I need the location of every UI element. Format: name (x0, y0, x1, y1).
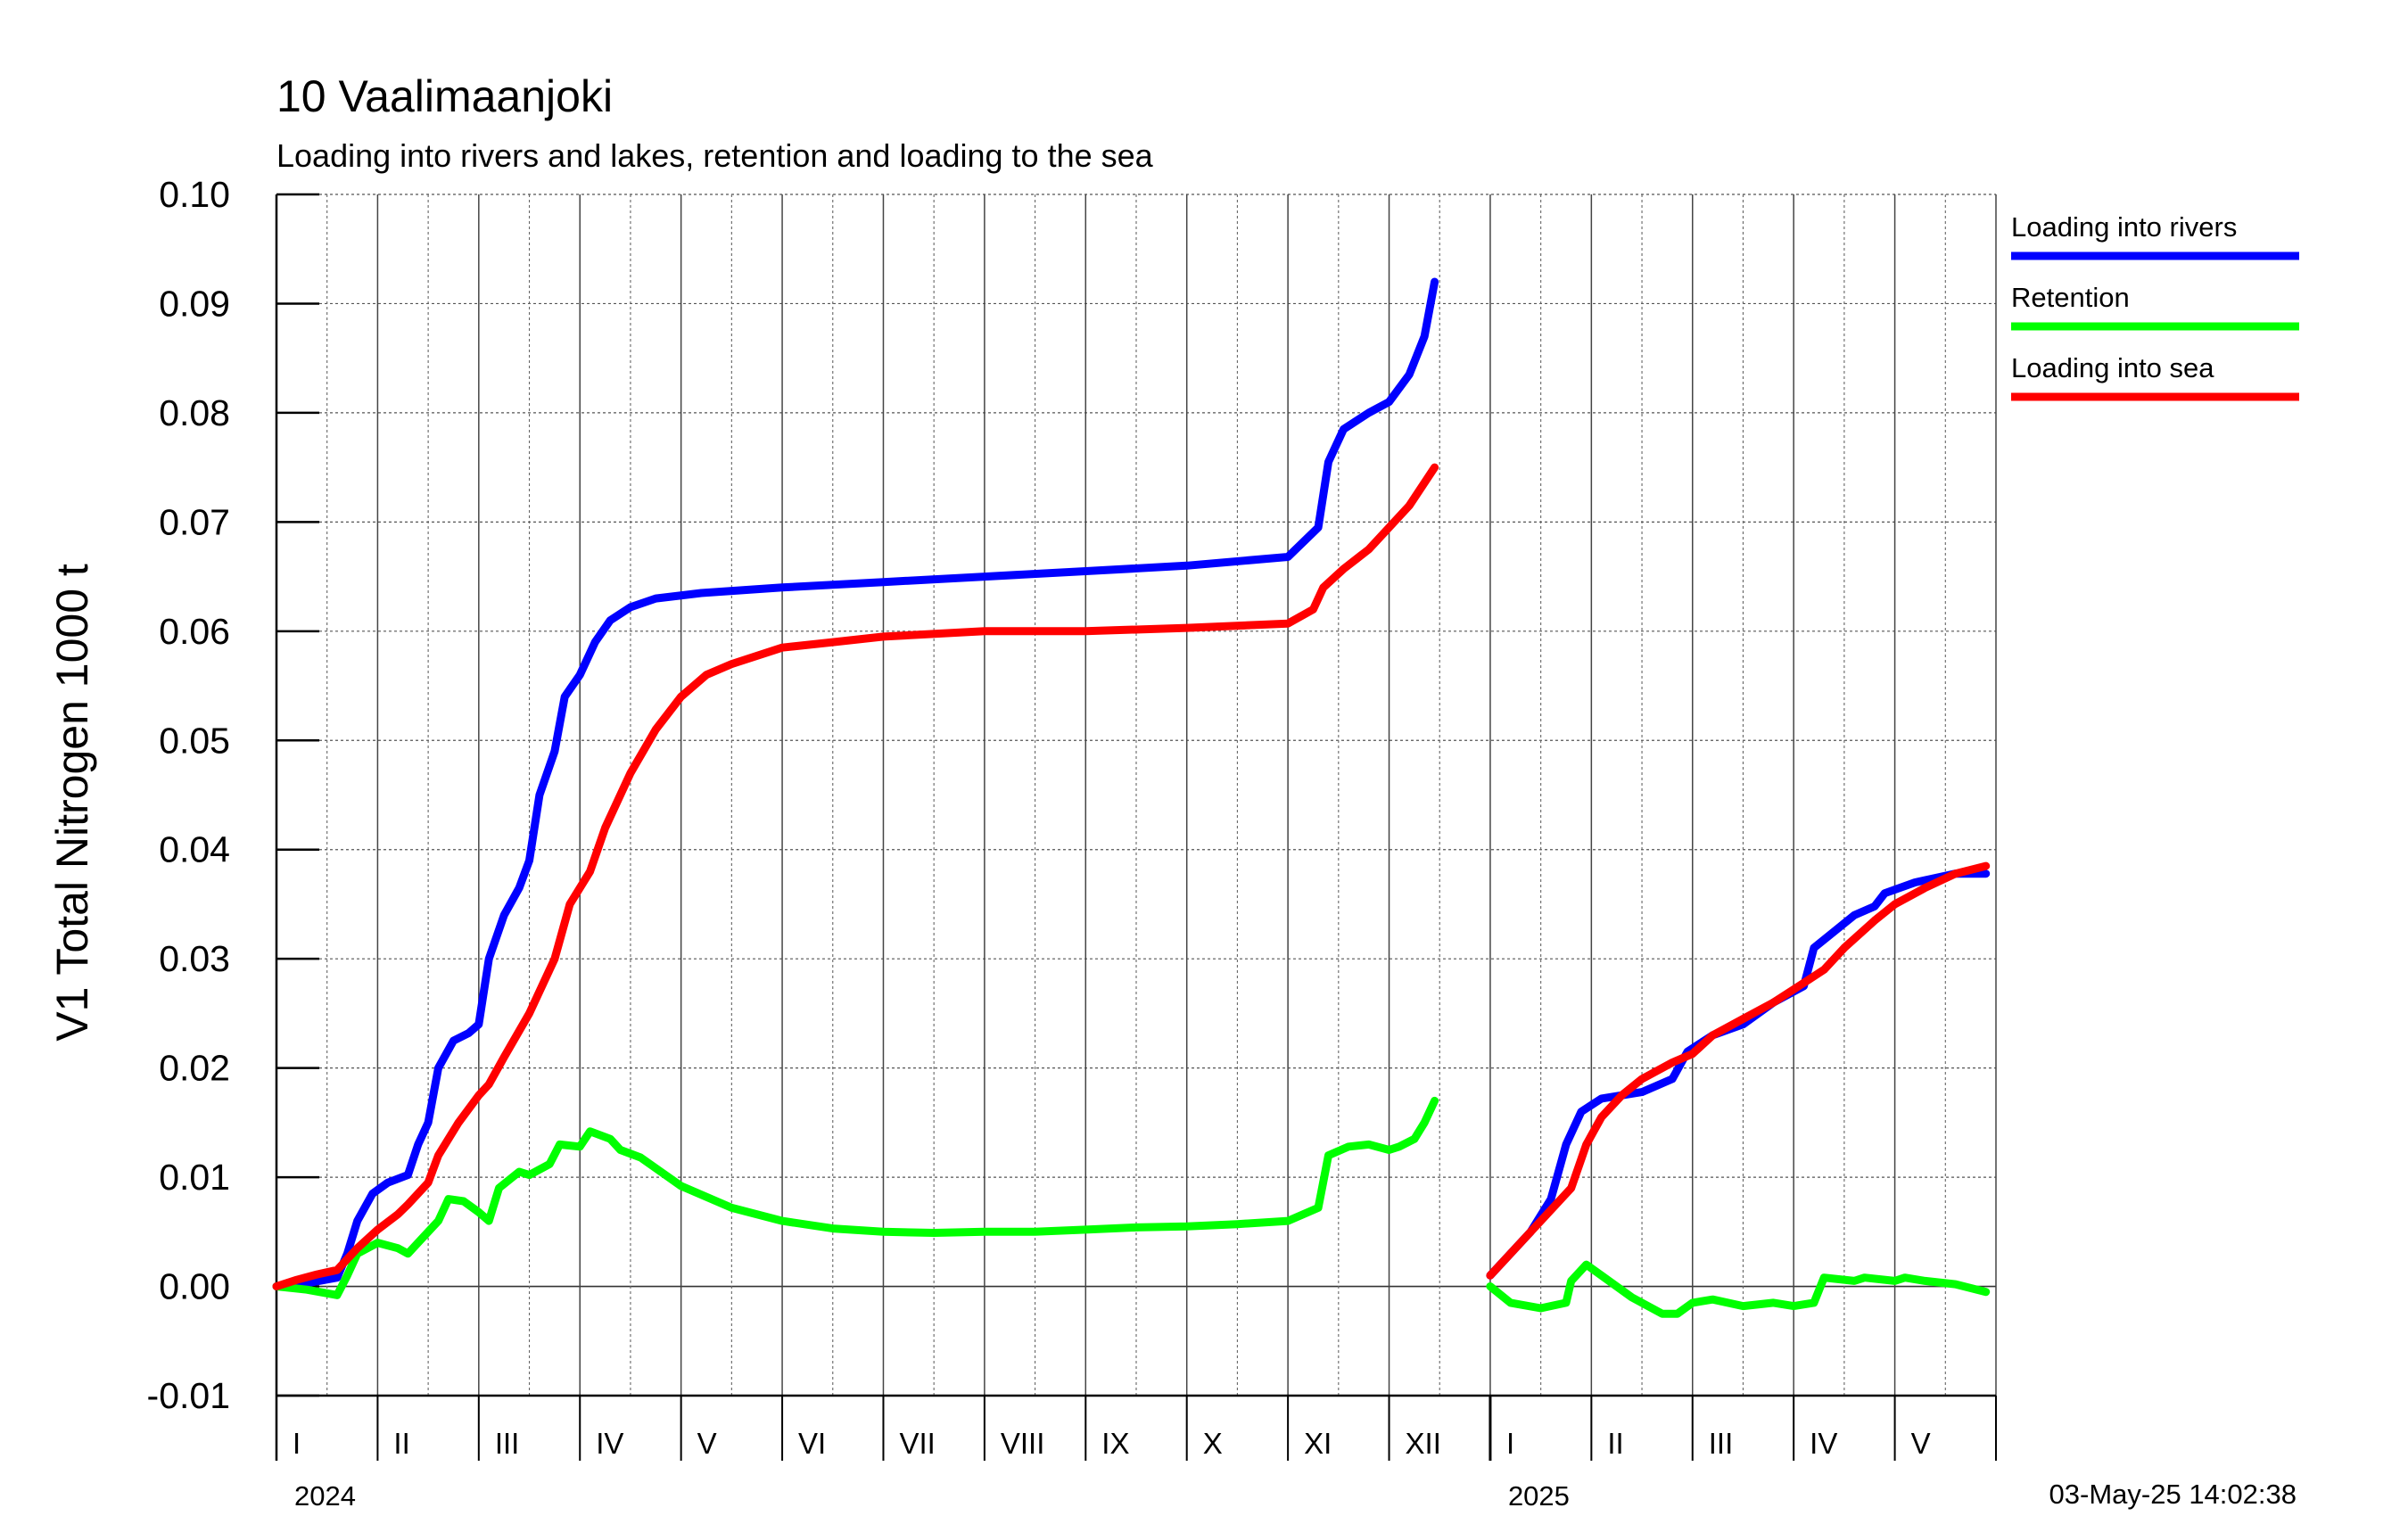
timestamp: 03-May-25 14:02:38 (2049, 1479, 2297, 1510)
month-label: XII (1406, 1427, 1441, 1460)
month-label: XI (1304, 1427, 1332, 1460)
series-line-2 (272, 463, 1439, 1290)
year-label: 2025 (1508, 1480, 1570, 1512)
month-label: VI (798, 1427, 826, 1460)
month-label: II (1607, 1427, 1623, 1460)
month-label: III (1709, 1427, 1734, 1460)
year-label: 2024 (294, 1480, 356, 1512)
legend: Loading into rivers Retention Loading into… (2011, 211, 2299, 401)
y-tick-label: 0.04 (159, 829, 230, 870)
labels: 10 Vaalimaanjoki Loading into rivers and… (47, 71, 2297, 1510)
series-line-1 (1486, 1260, 1991, 1318)
y-tick-label: 0.01 (159, 1157, 230, 1198)
y-tick-label: 0.06 (159, 611, 230, 652)
month-label: III (495, 1427, 520, 1460)
y-tick-label: 0.02 (159, 1048, 230, 1089)
series-line-1 (272, 1096, 1439, 1299)
month-label: II (393, 1427, 409, 1460)
month-label: I (1506, 1427, 1514, 1460)
y-tick-label: 0.10 (159, 174, 230, 215)
series-line-0 (1486, 869, 1991, 1280)
month-label: VII (899, 1427, 935, 1460)
month-label: I (293, 1427, 301, 1460)
series-layer (272, 277, 1991, 1318)
month-label: V (697, 1427, 717, 1460)
chart-title: 10 Vaalimaanjoki (276, 71, 613, 121)
axes: 0.10 0.09 0.08 0.07 0.06 0.05 0.04 0.03 0.02 0.01… (147, 174, 1997, 1512)
y-tick-label: 0.08 (159, 392, 230, 433)
y-tick-label: 0.09 (159, 283, 230, 324)
series-line-0 (272, 277, 1439, 1290)
series-line-2 (1486, 861, 1991, 1280)
month-label: IV (1810, 1427, 1837, 1460)
month-label: X (1203, 1427, 1223, 1460)
y-tick-label: -0.01 (147, 1375, 230, 1416)
grid (276, 194, 1997, 1397)
y-tick-label: 0.07 (159, 501, 230, 542)
y-tick-label: 0.00 (159, 1266, 230, 1307)
month-label: V (1911, 1427, 1931, 1460)
y-tick-label: 0.03 (159, 938, 230, 979)
month-label: IX (1101, 1427, 1129, 1460)
legend-label: Retention (2011, 282, 2130, 313)
month-label: IV (596, 1427, 623, 1460)
legend-label: Loading into sea (2011, 352, 2214, 383)
legend-label: Loading into rivers (2011, 211, 2237, 243)
y-axis-label: V1 Total Nitrogen 1000 t (47, 564, 97, 1042)
month-label: VIII (1001, 1427, 1045, 1460)
y-tick-label: 0.05 (159, 720, 230, 761)
chart-subtitle: Loading into rivers and lakes, retention… (276, 137, 1154, 174)
